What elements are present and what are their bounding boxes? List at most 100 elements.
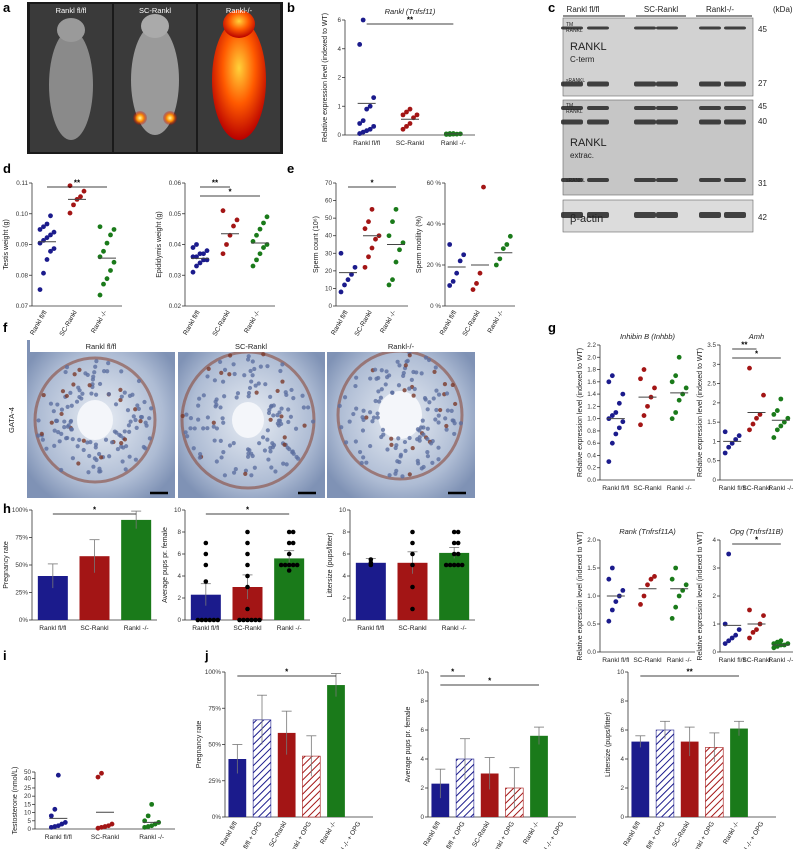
- data-point: [245, 529, 250, 535]
- nucleus: [222, 394, 227, 399]
- y-tick-label: 1.8: [587, 367, 596, 374]
- y-tick-label: 100%: [12, 507, 29, 514]
- nucleus: [385, 447, 390, 452]
- nucleus: [205, 415, 210, 420]
- nucleus: [221, 420, 226, 425]
- nucleus: [262, 448, 268, 453]
- nucleus: [357, 449, 363, 455]
- y-axis-label: Average pups pr. female: [405, 707, 412, 783]
- nucleus: [288, 414, 294, 419]
- nucleus: [291, 396, 296, 401]
- data-point: [455, 529, 461, 535]
- nucleus: [393, 445, 398, 451]
- data-point: [778, 638, 784, 644]
- data-point: [48, 232, 53, 238]
- data-point: [754, 627, 759, 632]
- y-axis-label: Testis weight (g): [3, 219, 10, 270]
- nucleus: [133, 417, 138, 423]
- data-point: [368, 557, 374, 562]
- nucleus: [51, 409, 56, 414]
- nucleus: [211, 420, 216, 425]
- bar: [730, 728, 748, 817]
- nucleus: [214, 426, 220, 431]
- data-point: [613, 599, 619, 604]
- data-point: [638, 376, 643, 382]
- nucleus: [48, 401, 54, 406]
- data-point: [648, 576, 654, 582]
- nucleus: [191, 446, 196, 451]
- data-point: [109, 821, 115, 827]
- data-point: [459, 562, 465, 568]
- y-tick-label: 3.5: [707, 342, 716, 349]
- nucleus: [81, 447, 86, 453]
- nucleus: [76, 385, 81, 390]
- chart-b: 0 1 2 4 6 Relative expression level (indexed …: [322, 7, 475, 147]
- data-point: [771, 412, 777, 417]
- data-point: [454, 270, 460, 276]
- data-point: [669, 416, 675, 422]
- nucleus: [62, 419, 67, 424]
- data-point: [364, 106, 370, 112]
- nucleus: [383, 382, 388, 387]
- nucleus: [367, 410, 373, 415]
- y-tick-label: 6: [420, 727, 424, 734]
- nucleus: [277, 410, 282, 415]
- data-point: [294, 562, 300, 568]
- nucleus: [423, 397, 428, 402]
- nucleus: [196, 417, 201, 422]
- bar: [680, 741, 699, 817]
- nucleus: [92, 370, 97, 375]
- nucleus: [227, 443, 233, 448]
- nucleus: [41, 392, 46, 398]
- data-point: [606, 459, 612, 464]
- y-tick-label: 2.5: [707, 381, 716, 388]
- nucleus: [373, 398, 378, 404]
- nucleus: [93, 392, 99, 397]
- data-point: [669, 616, 675, 621]
- data-point: [257, 226, 263, 232]
- nucleus: [123, 467, 128, 472]
- nucleus: [105, 369, 110, 374]
- data-point: [450, 279, 456, 284]
- nucleus: [135, 403, 140, 408]
- data-point: [609, 440, 615, 446]
- y-tick-label: 0.03: [169, 272, 182, 279]
- nucleus: [119, 394, 124, 399]
- nucleus: [279, 421, 284, 427]
- x-tick-label: Rankl fl/fl: [439, 309, 459, 336]
- x-tick-label: Rankl fl/fl: [192, 625, 220, 632]
- bar: [480, 773, 499, 817]
- nucleus: [295, 456, 301, 461]
- nucleus: [55, 402, 60, 407]
- data-point: [641, 593, 647, 599]
- y-tick-label: 40: [24, 775, 32, 782]
- data-point: [606, 618, 612, 624]
- panel-label-e: e: [287, 161, 294, 176]
- blot-band: [724, 178, 746, 182]
- nucleus: [242, 373, 247, 378]
- srankl-label: sRANKL: [566, 78, 585, 84]
- nucleus: [354, 375, 359, 380]
- x-tick-label: SC-Rankl: [354, 309, 374, 337]
- nucleus: [62, 425, 67, 430]
- blot-band: [699, 81, 721, 87]
- y-tick-label: 25%: [208, 778, 221, 785]
- data-point: [357, 42, 363, 47]
- y-tick-label: 20: [325, 268, 333, 275]
- panel-label-h: h: [3, 501, 11, 516]
- nucleus: [235, 391, 241, 396]
- x-tick-label: Rankl -/-: [667, 485, 692, 492]
- nucleus: [222, 367, 228, 373]
- y-axis-label: Pregnancy rate: [3, 541, 10, 589]
- nucleus: [59, 411, 64, 417]
- significance-label: **: [741, 341, 748, 350]
- nucleus: [198, 452, 203, 457]
- nucleus: [218, 359, 223, 365]
- data-point: [99, 770, 104, 776]
- histology-title: Rankl fl/fl: [86, 342, 117, 351]
- nucleus: [231, 470, 237, 475]
- data-point: [393, 206, 399, 212]
- data-point: [474, 281, 479, 286]
- nucleus: [375, 411, 380, 416]
- data-point: [245, 606, 250, 612]
